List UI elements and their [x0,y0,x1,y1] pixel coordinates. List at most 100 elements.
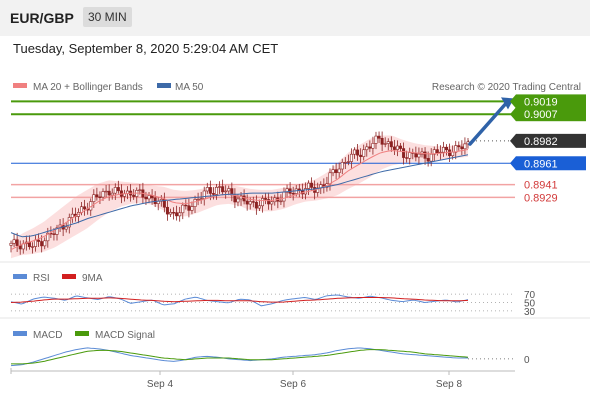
candle-body [429,153,433,162]
candle-body [285,188,289,193]
candle-body [414,152,418,158]
ma50-line [10,154,469,238]
candle-body [104,190,108,193]
candle-body [46,232,50,242]
rsi-ma-legend-swatch [62,274,76,279]
candle-body [95,194,99,198]
candle-body [349,153,353,162]
timestamp: Tuesday, September 8, 2020 5:29:04 AM CE… [13,41,279,56]
candle-body [132,194,136,197]
macd-panel: 0 [10,347,530,367]
price-label-pointer [510,94,516,109]
candle-body [199,198,203,200]
candle-body [208,187,212,194]
candle-body [168,212,172,215]
candle-body [92,194,96,202]
candle-body [331,169,335,174]
candle-body [196,198,200,201]
candle-body [181,204,185,214]
candle-body [175,212,179,217]
macd-signal-legend-swatch [75,331,89,336]
candle-body [37,239,41,242]
candle-body [371,143,375,149]
candle-body [193,199,197,207]
candle-body [172,212,176,214]
candle-body [307,182,311,189]
candle-body [291,193,295,195]
rsi-ma-line [10,297,469,303]
price-label: 0.8961 [524,158,558,170]
price-label-box [516,94,586,109]
candle-body [334,169,338,173]
candle-body [110,192,114,196]
candle-body [9,242,13,246]
candle-body [205,187,209,192]
price-label-box [516,107,586,122]
candle-body [202,190,206,199]
candle-body [144,196,148,200]
candle-body [460,146,464,150]
price-label-pointer [510,133,516,148]
macd-line [10,347,468,367]
candle-body [337,168,341,173]
candle-body [328,172,332,184]
candle-body [359,154,363,157]
candle-body [310,182,314,188]
candle-body [457,145,461,148]
price-label-box [516,133,586,148]
candle-body [116,187,120,192]
candle-body [270,201,274,205]
candle-body [399,145,403,149]
candle-body [221,186,225,193]
candle-body [147,195,151,200]
candle-body [227,188,231,192]
candle-body [257,205,261,209]
candle-body [377,135,381,139]
time-axis: Sep 4 Sep 6 Sep 8 [10,368,463,390]
rsi-ma-legend-label: 9MA [82,273,103,284]
candle-body [435,149,439,154]
candle-body [101,191,105,198]
forecast-arrow-head [501,97,514,110]
macd-signal-line [11,349,469,365]
ma20-legend-label: MA 20 + Bollinger Bands [33,82,143,93]
candle-body [83,206,87,210]
candle-body [70,213,74,218]
price-label-box [516,156,586,171]
macd-legend-label: MACD [33,330,62,341]
candle-body [395,145,399,150]
price-label-pointer [510,107,516,122]
candle-body [389,141,393,148]
candle-body [113,187,117,194]
candle-body [254,201,258,209]
macd-tick-label: 0 [524,355,530,366]
ma20-line [10,148,469,251]
candle-body [43,240,47,247]
candle-body [34,239,38,247]
candle-body [340,161,344,170]
date-tick-label: Sep 6 [280,379,307,390]
candle-body [408,152,412,159]
candle-body [441,146,445,153]
candle-body [463,143,467,150]
candle-body [55,227,59,235]
candle-body [153,197,157,204]
credit-label: Research © 2020 Trading Central [432,82,581,93]
candle-body [374,135,378,144]
candle-body [264,198,268,200]
timeframe-button[interactable]: 30 MIN [83,7,132,27]
candle-body [214,187,218,195]
candle-body [184,204,188,207]
candle-body [426,158,430,162]
candle-body [356,149,360,156]
candle-body [432,149,436,155]
symbol-label: EUR/GBP [10,10,74,26]
candle-body [218,186,222,188]
candle-body [386,141,390,144]
candle-body [138,189,142,191]
candle-body [15,239,19,246]
forecast-arrow-shaft [468,101,508,146]
